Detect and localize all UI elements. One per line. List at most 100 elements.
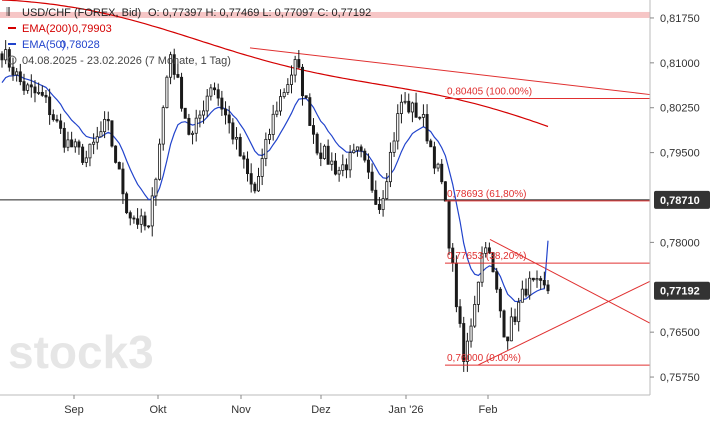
symbol-title: USD/CHF (FOREX, Bid) [22, 7, 141, 19]
candle-body [161, 107, 165, 145]
candle-body [180, 76, 184, 109]
candle-body [337, 169, 341, 175]
candle-body [524, 288, 528, 296]
candle-body [506, 336, 510, 342]
level-price-tag-text: 0,78710 [660, 195, 700, 207]
candle-body [319, 152, 323, 159]
candle-body [447, 200, 451, 249]
ema-layer [1, 0, 549, 303]
y-tick-label: 0,81000 [660, 58, 700, 70]
candle-body [128, 212, 132, 219]
candle-body [55, 119, 59, 122]
candle-body [480, 252, 484, 283]
clock-icon [7, 55, 17, 65]
candle-body [73, 141, 77, 148]
candle-body [348, 152, 352, 171]
candle-body [374, 189, 378, 205]
fib-level-label: 0,77653 (38,20%) [447, 251, 527, 262]
ema200-swatch [8, 27, 16, 29]
candle-body [322, 145, 326, 159]
candle-body [136, 218, 140, 225]
candle-body [264, 138, 268, 159]
candle-body [158, 143, 162, 180]
x-tick-label: Nov [231, 404, 251, 416]
candle-body [18, 71, 22, 83]
candle-body [462, 323, 466, 362]
candle-body [11, 66, 15, 76]
candle-body [410, 102, 414, 113]
ema50-swatch [8, 43, 16, 45]
x-tick-label: Okt [149, 404, 166, 416]
candle-body [77, 141, 81, 148]
candle-body [377, 204, 381, 210]
candle-body [59, 120, 63, 129]
date-range: 04.08.2025 - 23.02.2026 (7 Monate, 1 Tag… [22, 55, 231, 67]
candle-body [300, 66, 304, 97]
candle-body [520, 288, 524, 303]
candle-body [15, 71, 19, 76]
candle-body [125, 193, 129, 214]
candle-body [48, 96, 52, 116]
candle-body [344, 164, 348, 171]
level-price-tag-bg [654, 190, 710, 209]
candle-body [220, 97, 224, 110]
candle-body [99, 131, 103, 138]
candle-body [209, 87, 213, 97]
candle-body [359, 146, 363, 152]
candle-body [385, 181, 389, 200]
candle-body [311, 125, 315, 135]
candle-body [304, 95, 308, 98]
candle-body [539, 278, 543, 281]
candle-body [297, 59, 301, 68]
candle-body [84, 157, 88, 163]
candle-body [117, 161, 121, 170]
y-tick-label: 0,81750 [660, 13, 700, 25]
candle-body [293, 59, 297, 76]
candle-body [341, 164, 345, 171]
candle-body [392, 140, 396, 153]
candle-body [235, 137, 239, 140]
candle-body [246, 158, 250, 175]
candle-body [429, 140, 433, 148]
candle-body [227, 114, 231, 124]
candles-layer [0, 40, 550, 372]
last-price-tag-bg [654, 281, 710, 300]
candle-body [440, 163, 444, 183]
candle-body [4, 49, 8, 61]
candle-body [414, 102, 418, 118]
ohlc-readout: O: 0,77397 H: 0,77469 L: 0,77097 C: 0,77… [148, 7, 371, 19]
candle-body [282, 92, 286, 98]
candle-body [154, 178, 158, 197]
y-tick-label: 0,76500 [660, 327, 700, 339]
candle-body [242, 155, 246, 160]
ema200-value: 0,79903 [72, 23, 112, 35]
candle-body [194, 117, 198, 134]
candle-body [469, 325, 473, 342]
candle-body [388, 151, 392, 183]
x-axis: Sep Okt Nov Dez Jan '26 Feb [0, 394, 650, 416]
candle-body [513, 316, 517, 323]
candle-body [187, 117, 191, 135]
candle-body [542, 280, 546, 286]
candle-body [139, 215, 143, 225]
candle-body [458, 306, 462, 324]
candle-body [0, 53, 4, 61]
candle-body [535, 278, 539, 281]
candle-body [216, 89, 220, 99]
candle-body [231, 122, 235, 140]
candle-body [183, 107, 187, 119]
candle-body [531, 277, 535, 281]
triangle-lower-line [477, 280, 651, 366]
candle-body [29, 84, 33, 88]
candle-body [66, 139, 70, 148]
candle-body [253, 183, 257, 192]
x-tick-label: Feb [479, 404, 498, 416]
candle-body [528, 277, 532, 296]
candle-body [150, 195, 154, 227]
candle-body [132, 217, 136, 220]
candle-body [268, 134, 272, 140]
candle-body [81, 146, 85, 163]
candle-body [110, 120, 114, 147]
candle-body [454, 262, 458, 308]
